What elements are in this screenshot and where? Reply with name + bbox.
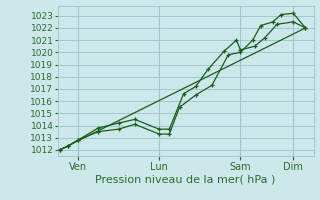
X-axis label: Pression niveau de la mer( hPa ): Pression niveau de la mer( hPa )	[95, 174, 276, 184]
